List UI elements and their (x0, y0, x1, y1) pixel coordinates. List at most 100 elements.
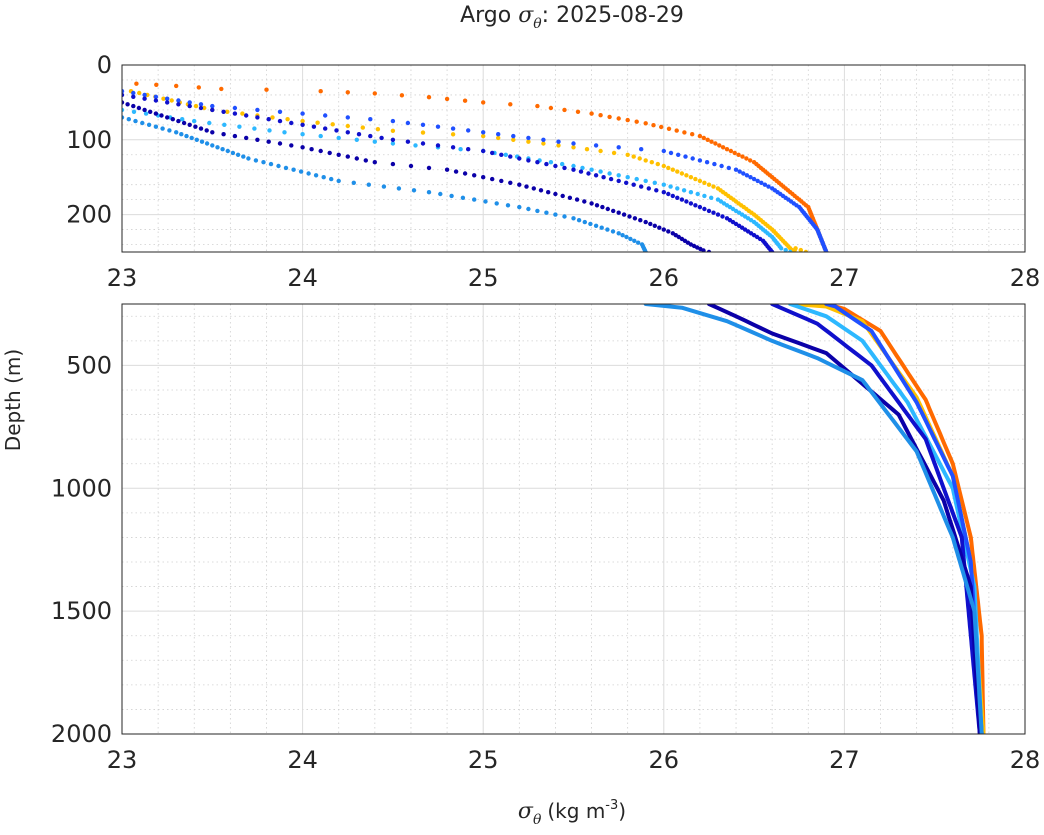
profile-1-point (134, 81, 139, 86)
profile-1-point (736, 152, 741, 157)
profile-6-point (531, 186, 536, 191)
profile-6-point (327, 150, 332, 156)
profile-6-point (643, 219, 648, 225)
profile-2-point (684, 173, 689, 178)
profile-3-point (625, 175, 630, 180)
profile-5-point (277, 118, 283, 124)
chart-title: Argo σθ: 2025-08-29 (460, 3, 684, 32)
profile-6-point (232, 133, 238, 139)
profile-2-point (675, 169, 680, 174)
profile-1-point (598, 113, 603, 118)
profile-4-point (762, 182, 768, 187)
profile-1-point (682, 130, 687, 135)
profile-7-point (160, 126, 165, 131)
profile-6-point (289, 143, 294, 148)
profile-1-point (690, 132, 695, 137)
profile-1-point (372, 91, 377, 96)
y-tick-label: 500 (66, 351, 112, 379)
profile-1-point (728, 148, 734, 154)
profile-7-point (253, 158, 259, 163)
profile-7-point (582, 219, 587, 225)
profile-6-point (165, 115, 170, 120)
profile-7-point (336, 178, 341, 184)
profile-4-point (198, 102, 204, 107)
x-axis-label: σθ (kg m-3) (518, 798, 626, 828)
profile-7-point (220, 147, 225, 152)
profile-5-point (711, 210, 716, 215)
profile-1-point (616, 116, 621, 121)
profile-1-point (713, 141, 718, 146)
profile-3-point (779, 246, 784, 251)
profile-7-point (174, 130, 179, 135)
profile-5-point (624, 180, 629, 185)
profile-3-point (458, 147, 463, 152)
profile-7-point (632, 238, 637, 243)
profile-2-point (541, 141, 546, 146)
profile-2-point (202, 105, 207, 111)
profile-5-point (221, 109, 226, 115)
profile-7-point (643, 249, 648, 252)
profile-4-point (766, 184, 771, 189)
profile-5-point (661, 190, 666, 195)
profile-7-point (636, 240, 641, 245)
profile-5-point (562, 165, 567, 171)
profile-5-point (122, 92, 125, 98)
profile-2-point (420, 130, 426, 135)
profile-1-point (701, 135, 706, 141)
profile-7-point (298, 169, 304, 174)
profile-4-point (661, 148, 666, 154)
profile-7-point (605, 227, 610, 232)
profile-7-point (189, 135, 194, 141)
y-tick-label: 200 (66, 201, 112, 229)
profile-2-point (793, 246, 798, 251)
profile-7-point (494, 201, 499, 206)
profile-6-point (638, 218, 643, 223)
profile-3-point (180, 117, 185, 122)
profile-4-point (466, 128, 471, 133)
profile-5-point (526, 158, 531, 163)
profile-5-point (244, 113, 249, 118)
x-tick-label: 24 (287, 746, 318, 774)
profile-3-point (661, 182, 666, 187)
profile-5-point (715, 212, 721, 217)
profile-5-point (165, 100, 170, 105)
profile-1-point (643, 121, 648, 126)
profile-6-point (453, 169, 459, 174)
profile-3-point (643, 178, 648, 184)
profile-5-point (553, 163, 558, 169)
profile-4-point (755, 178, 760, 184)
profile-4-point (345, 115, 350, 120)
profile-5-point (450, 145, 456, 150)
profile-6-point (632, 216, 638, 221)
profile-7-point (194, 137, 199, 142)
profile-6-point (336, 152, 341, 157)
profile-6-point (136, 105, 142, 111)
x-tick-label: 28 (1010, 264, 1041, 292)
profile-2-point (240, 111, 245, 116)
profile-5-point (334, 128, 339, 133)
profile-4-point (496, 132, 501, 137)
profile-4-point (668, 150, 674, 156)
profile-6-point (142, 107, 147, 113)
profile-6-point (605, 206, 610, 212)
profile-4-point (153, 94, 159, 100)
profile-3-point (652, 180, 657, 185)
profile-1-point (154, 82, 159, 88)
profile-1-point (748, 158, 753, 163)
profile-6-point (187, 122, 192, 128)
profile-1-point (399, 93, 405, 98)
profile-7-point (517, 204, 522, 210)
profile-6-point (170, 117, 175, 122)
profile-6-point (131, 103, 136, 109)
profile-6-point (594, 203, 600, 208)
profile-5-point (311, 124, 317, 129)
profile-3-point (267, 128, 272, 133)
profile-6-point (255, 137, 260, 142)
profile-7-point (204, 141, 210, 146)
profile-7-point (505, 203, 511, 208)
profile-4-point (165, 96, 170, 101)
profile-2-point (345, 123, 350, 129)
profile-3-point (122, 107, 125, 113)
profile-1-point (634, 119, 639, 124)
profile-4-point (210, 103, 215, 109)
